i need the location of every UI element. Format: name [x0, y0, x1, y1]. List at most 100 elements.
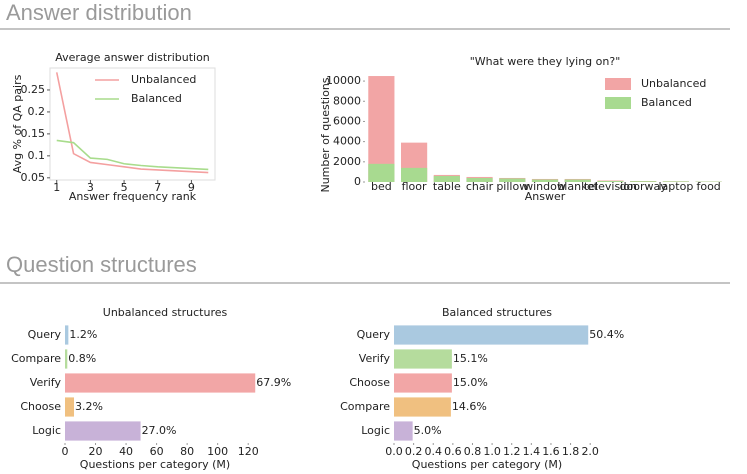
x-axis-label: Answer — [525, 190, 566, 203]
y-tick-label: Verify — [30, 376, 62, 389]
legend-label: Balanced — [131, 92, 182, 105]
plot-frame — [49, 67, 216, 181]
y-tick-label: Choose — [349, 376, 390, 389]
bar — [65, 349, 68, 369]
x-tick-label: 1.8 — [562, 445, 580, 458]
x-tick-label: 60 — [150, 445, 164, 458]
x-tick-label: 1.4 — [523, 445, 541, 458]
y-tick-label: Compare — [340, 400, 390, 413]
y-axis-label: Number of questions — [319, 77, 332, 192]
y-tick-label: 0.1 — [28, 149, 46, 162]
bar — [630, 181, 657, 182]
chart-title: "What were they lying on?" — [470, 55, 621, 68]
y-tick-label: 0.15 — [21, 127, 46, 140]
x-tick-label: food — [696, 180, 720, 193]
y-tick-label: 2000 — [333, 155, 361, 168]
y-tick-label: Choose — [20, 400, 61, 413]
x-tick-label: 0.8 — [464, 445, 482, 458]
line-series — [56, 139, 209, 171]
x-tick-label: 120 — [238, 445, 259, 458]
section-title: Question structures — [6, 252, 197, 277]
share-label: 5.0% — [414, 424, 442, 437]
x-tick-label: 0.6 — [444, 445, 462, 458]
legend-label: Unbalanced — [131, 73, 196, 86]
x-axis-label: Answer frequency rank — [69, 190, 197, 203]
x-tick-label: 1.2 — [503, 445, 521, 458]
x-tick-label: window — [524, 180, 566, 193]
x-tick-label: 0.0 — [385, 445, 403, 458]
x-tick-label: floor — [402, 180, 427, 193]
x-tick-label: 0.4 — [424, 445, 442, 458]
x-tick-label: 1.0 — [483, 445, 501, 458]
bar — [466, 177, 493, 182]
bar — [394, 397, 451, 417]
y-tick-label: 0 — [354, 175, 361, 188]
bar — [368, 163, 395, 182]
chart-title: Average answer distribution — [55, 51, 210, 64]
x-tick-label: laptop — [659, 180, 694, 193]
share-label: 27.0% — [142, 424, 177, 437]
share-label: 14.6% — [452, 400, 487, 413]
x-tick-label: 0.2 — [405, 445, 423, 458]
x-tick-label: doorway — [620, 180, 668, 193]
x-tick-label: 1 — [53, 181, 60, 194]
y-tick-label: 0.25 — [21, 83, 46, 96]
bar — [65, 397, 75, 417]
y-tick-label: 6000 — [333, 114, 361, 127]
x-tick-label: 5 — [121, 181, 128, 194]
bar — [662, 181, 689, 182]
x-tick-label: television — [584, 180, 637, 193]
legend-label: Balanced — [641, 96, 692, 109]
y-tick-label: Logic — [361, 424, 390, 437]
legend-swatch — [605, 78, 631, 90]
share-label: 1.2% — [69, 328, 97, 341]
chart-title: Unbalanced structures — [103, 306, 228, 319]
x-tick-label: 40 — [119, 445, 133, 458]
x-tick-label: 7 — [154, 181, 161, 194]
y-tick-label: Compare — [11, 352, 61, 365]
bar — [394, 325, 589, 345]
x-tick-label: 80 — [180, 445, 194, 458]
bar — [394, 349, 452, 369]
bar — [564, 179, 591, 182]
bar — [401, 167, 428, 182]
x-tick-label: table — [433, 180, 461, 193]
y-tick-label: Query — [357, 328, 391, 341]
y-tick-label: Query — [28, 328, 62, 341]
share-label: 50.4% — [589, 328, 624, 341]
share-label: 0.8% — [68, 352, 96, 365]
bar — [394, 421, 413, 441]
share-label: 67.9% — [256, 376, 291, 389]
bar — [531, 179, 559, 182]
x-tick-label: 1.6 — [542, 445, 560, 458]
share-label: 15.1% — [453, 352, 488, 365]
x-tick-label: chair — [466, 180, 494, 193]
x-tick-label: 100 — [207, 445, 228, 458]
chart-title: Balanced structures — [442, 306, 552, 319]
bar — [597, 180, 624, 182]
share-label: 15.0% — [453, 376, 488, 389]
bar — [65, 325, 69, 345]
x-tick-label: 9 — [188, 181, 195, 194]
x-tick-label: 20 — [89, 445, 103, 458]
legend-label: Unbalanced — [641, 77, 706, 90]
y-tick-label: Logic — [32, 424, 61, 437]
line-series — [55, 72, 209, 174]
bar — [499, 178, 526, 182]
y-tick-label: Verify — [359, 352, 391, 365]
x-axis-label: Questions per category (M) — [80, 458, 230, 471]
x-tick-label: 0 — [62, 445, 69, 458]
bar — [65, 373, 256, 393]
section-title: Answer distribution — [6, 0, 192, 25]
share-label: 3.2% — [75, 400, 103, 413]
x-tick-label: blanket — [557, 180, 598, 193]
bar — [394, 373, 452, 393]
legend-swatch — [605, 97, 631, 109]
x-tick-label: 2.0 — [581, 445, 599, 458]
bar — [65, 421, 141, 441]
x-tick-label: bed — [371, 180, 392, 193]
y-tick-label: 4000 — [333, 135, 361, 148]
y-tick-label: 8000 — [333, 94, 361, 107]
x-tick-label: pillow — [496, 180, 528, 193]
y-tick-label: 10000 — [326, 74, 361, 87]
